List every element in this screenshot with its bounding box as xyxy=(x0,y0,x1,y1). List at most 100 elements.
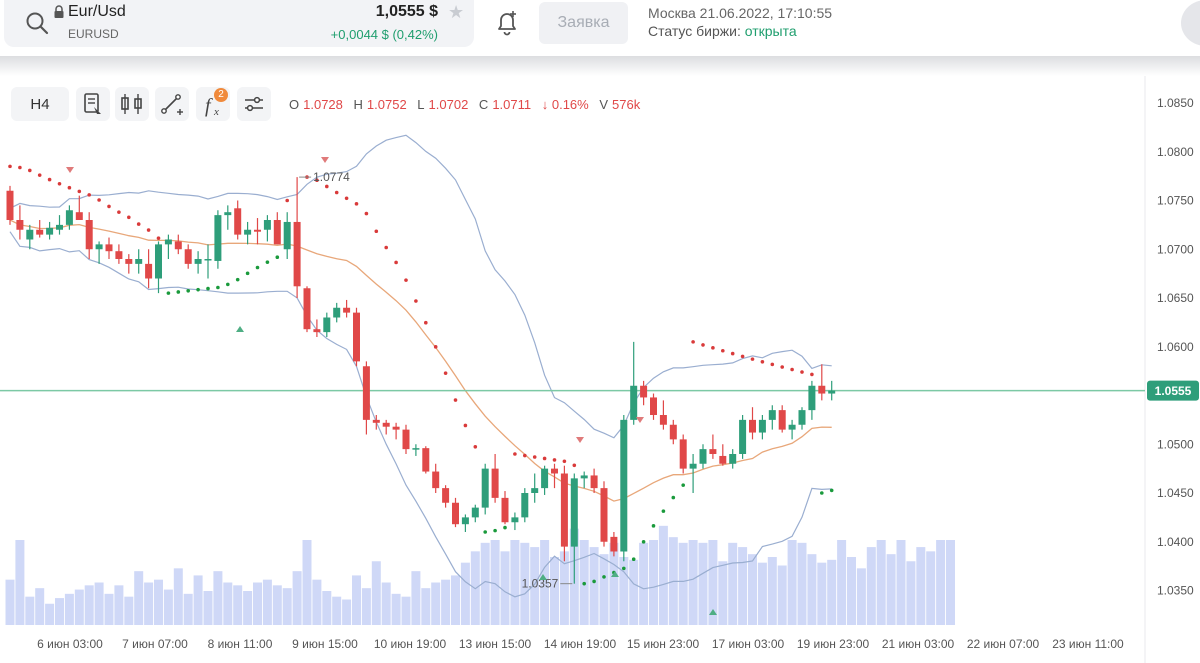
indicator-count-badge: 2 xyxy=(214,88,228,102)
avatar[interactable] xyxy=(1181,0,1200,46)
candle-body xyxy=(749,419,756,433)
volume-bar xyxy=(916,547,926,625)
order-button[interactable]: Заявка xyxy=(539,2,628,44)
sar-dot-down xyxy=(810,372,814,377)
volume-bar xyxy=(361,588,371,625)
volume-bar xyxy=(342,599,352,625)
moscow-datetime: Москва 21.06.2022, 17:10:55 xyxy=(648,5,833,21)
volume-bar xyxy=(282,588,292,625)
y-tick-label: 1.0450 xyxy=(1157,486,1194,500)
x-tick-label: 14 июн 19:00 xyxy=(544,637,617,651)
header-shadow xyxy=(0,56,1200,76)
candle-body xyxy=(541,468,549,489)
volume-bar xyxy=(114,585,124,625)
y-tick-label: 1.0650 xyxy=(1157,291,1194,305)
candle-body xyxy=(570,478,578,547)
volume-bar xyxy=(213,571,223,625)
y-tick-label: 1.0700 xyxy=(1157,242,1194,256)
volume-bar xyxy=(441,579,451,625)
x-tick-label: 21 июн 03:00 xyxy=(882,637,955,651)
candle-body xyxy=(392,426,400,430)
candle-body xyxy=(273,220,281,245)
candle-body xyxy=(669,424,677,440)
volume-bar xyxy=(510,540,520,625)
favorite-star-icon[interactable]: ★ xyxy=(448,2,465,22)
sar-dot-down xyxy=(77,189,82,194)
volume-bar xyxy=(738,547,748,625)
report-tool-button[interactable] xyxy=(76,87,110,121)
ticker-panel[interactable]: Eur/Usd EURUSD 1,0555 $ +0,0044 $ (0,42%… xyxy=(4,0,474,47)
current-price: 1,0555 $ xyxy=(375,3,438,20)
candle-body xyxy=(214,215,222,261)
volume-bar xyxy=(431,582,441,625)
x-tick-label: 7 июн 07:00 xyxy=(122,637,188,651)
sar-dot-down xyxy=(364,211,369,216)
ohlc-low-label: L xyxy=(417,97,425,112)
candles-icon xyxy=(121,94,142,114)
sar-dot-down xyxy=(730,351,735,356)
timeframe-button[interactable]: H4 xyxy=(11,87,69,121)
sar-dot-down xyxy=(740,354,745,359)
search-icon[interactable] xyxy=(24,10,50,36)
sar-dot-up xyxy=(226,282,230,287)
sar-dot-up xyxy=(166,291,171,295)
price-chart[interactable]: 1.0850 1.0800 1.0750 1.0700 1.0650 1.0600 1.05… xyxy=(0,76,1200,663)
sar-dot-down xyxy=(37,173,42,177)
top-bar: Eur/Usd EURUSD 1,0555 $ +0,0044 $ (0,42%… xyxy=(0,0,1200,60)
ohlc-volume: 576k xyxy=(612,97,641,112)
sar-dot-down xyxy=(463,423,468,428)
sar-dot-down xyxy=(572,463,577,468)
volume-bar xyxy=(243,591,253,625)
sar-dot-down xyxy=(473,444,478,449)
candle-body xyxy=(630,385,638,420)
sar-dot-down xyxy=(384,245,389,250)
exchange-status: Статус биржи: открыта xyxy=(648,23,797,39)
bell-plus-icon[interactable] xyxy=(494,9,520,37)
candle-body xyxy=(778,410,786,430)
volume-bar xyxy=(609,542,619,625)
candle-body xyxy=(818,385,826,394)
candle-body xyxy=(174,241,182,250)
x-tick-label: 23 июн 11:00 xyxy=(1052,637,1124,651)
candle-body xyxy=(531,488,539,493)
candle-body xyxy=(244,229,252,235)
volume-bar xyxy=(757,562,767,625)
candle-body xyxy=(115,251,123,259)
volume-bar xyxy=(520,542,530,625)
volume-bar xyxy=(777,565,787,625)
function-icon: f x xyxy=(205,95,219,118)
volume-bar xyxy=(767,557,777,625)
y-tick-label: 1.0850 xyxy=(1157,96,1194,110)
sar-dot-up xyxy=(235,277,240,282)
candle-body xyxy=(501,497,509,523)
candle-body xyxy=(16,220,24,230)
volume-bar xyxy=(500,551,510,625)
volume-bar xyxy=(896,540,906,625)
settings-button[interactable] xyxy=(237,87,271,121)
sell-signal-arrow xyxy=(321,157,329,163)
y-tick-label: 1.0600 xyxy=(1157,340,1194,354)
candle-body xyxy=(56,224,63,230)
indicators-button[interactable]: f x xyxy=(196,87,230,121)
drawing-tool-button[interactable] xyxy=(155,87,189,121)
volume-bar xyxy=(817,562,827,625)
sar-dot-up xyxy=(661,509,666,513)
volume-bar xyxy=(688,540,698,625)
volume-bar xyxy=(787,540,797,625)
candle-body xyxy=(600,488,608,542)
max-price-label: 1.0774 xyxy=(313,170,350,184)
status-label: Статус биржи: xyxy=(648,23,741,39)
y-tick-label: 1.0500 xyxy=(1157,437,1194,451)
sar-dot-down xyxy=(711,346,715,350)
sar-dot-down xyxy=(404,278,408,282)
chart-area[interactable]: 1.0850 1.0800 1.0750 1.0700 1.0650 1.0600 1.05… xyxy=(0,76,1200,663)
sar-dot-up xyxy=(503,525,507,530)
sar-dot-up xyxy=(275,255,280,260)
candle-body xyxy=(481,468,489,508)
candle-body xyxy=(580,475,588,479)
sar-dot-down xyxy=(780,365,784,369)
candle-body xyxy=(135,259,143,264)
volume-bar xyxy=(490,540,500,625)
chart-type-button[interactable] xyxy=(115,87,149,121)
sar-dot-down xyxy=(136,222,141,226)
